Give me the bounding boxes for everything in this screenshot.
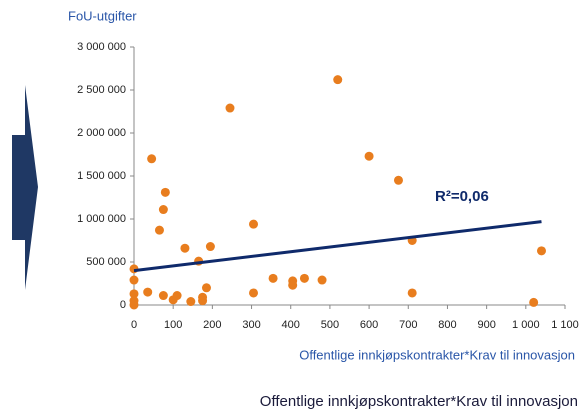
y-axis-label: FoU-utgifter <box>68 8 137 23</box>
r-squared: R²=0,06 <box>435 188 489 205</box>
point <box>249 219 259 229</box>
x-tick-label: 400 <box>282 319 300 331</box>
trendline <box>133 220 542 273</box>
point <box>268 273 278 283</box>
point <box>225 103 235 113</box>
y-tick-label: 500 000 <box>86 256 126 268</box>
x-tick-label: 800 <box>438 319 456 331</box>
x-tick-label: 900 <box>477 319 495 331</box>
point <box>299 273 309 283</box>
point <box>129 300 139 310</box>
point <box>364 151 374 161</box>
x-tick-label: 200 <box>203 319 221 331</box>
point <box>147 154 157 164</box>
point <box>180 243 190 253</box>
point <box>288 280 298 290</box>
x-tick-label: 300 <box>242 319 260 331</box>
point <box>160 187 170 197</box>
x-tick-label: 1 000 <box>512 319 540 331</box>
point <box>529 297 539 307</box>
point <box>317 275 327 285</box>
x-tick-label: 1 100 <box>551 319 579 331</box>
y-tick-label: 3 000 000 <box>77 41 126 53</box>
point <box>143 287 153 297</box>
point <box>186 297 196 307</box>
point <box>407 288 417 298</box>
point <box>158 291 168 301</box>
caption: Offentlige innkjøpskontrakter*Krav til i… <box>260 393 578 410</box>
point <box>249 288 259 298</box>
point <box>198 296 208 306</box>
point <box>129 289 139 299</box>
point <box>129 275 139 285</box>
y-tick-label: 1 000 000 <box>77 213 126 225</box>
x-tick-label: 0 <box>131 319 137 331</box>
y-tick-label: 0 <box>120 299 126 311</box>
y-tick-label: 2 500 000 <box>77 84 126 96</box>
x-tick-label: 700 <box>399 319 417 331</box>
point <box>393 175 403 185</box>
x-axis-label: Offentlige innkjøpskontrakter*Krav til i… <box>299 347 575 362</box>
point <box>172 291 182 301</box>
point <box>205 242 215 252</box>
point <box>333 75 343 85</box>
x-tick-label: 100 <box>164 319 182 331</box>
arrow-decoration <box>12 85 38 290</box>
point <box>154 225 164 235</box>
point <box>158 205 168 215</box>
point <box>201 283 211 293</box>
point <box>536 246 546 256</box>
y-tick-label: 1 500 000 <box>77 170 126 182</box>
x-tick-label: 500 <box>321 319 339 331</box>
x-tick-label: 600 <box>360 319 378 331</box>
y-tick-label: 2 000 000 <box>77 127 126 139</box>
